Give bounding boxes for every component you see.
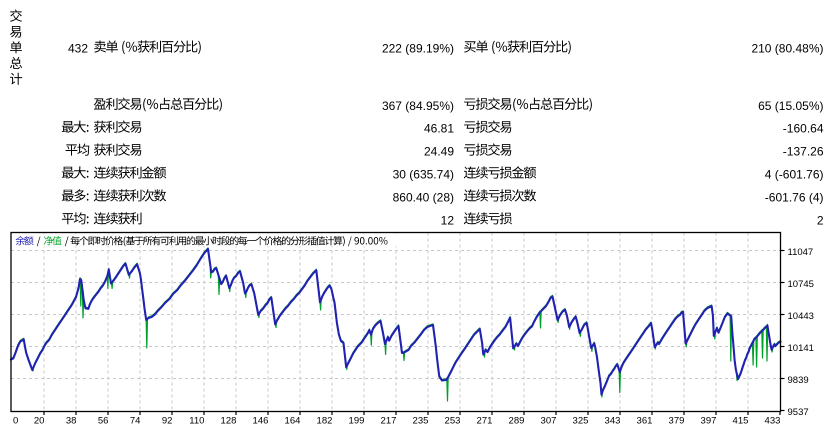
svg-text:10443: 10443 [788, 311, 814, 322]
svg-text:46.81: 46.81 [424, 122, 454, 136]
svg-text:-137.26: -137.26 [783, 145, 824, 159]
svg-text:397: 397 [701, 415, 717, 426]
svg-text:271: 271 [477, 415, 493, 426]
svg-text:325: 325 [573, 415, 589, 426]
svg-text:65 (15.05%): 65 (15.05%) [758, 99, 823, 113]
svg-text:-160.64: -160.64 [783, 122, 824, 136]
svg-text:56: 56 [98, 415, 109, 426]
svg-text:210 (80.48%): 210 (80.48%) [751, 42, 823, 56]
svg-text:343: 343 [605, 415, 621, 426]
svg-text:2: 2 [817, 213, 824, 227]
svg-text:307: 307 [541, 415, 557, 426]
svg-text:9537: 9537 [788, 407, 809, 418]
svg-text:10745: 10745 [788, 279, 814, 290]
svg-text:860.40 (28): 860.40 (28) [393, 190, 454, 204]
svg-text:253: 253 [445, 415, 461, 426]
svg-text:4 (-601.76): 4 (-601.76) [765, 168, 824, 182]
svg-text:30 (635.74): 30 (635.74) [393, 168, 454, 182]
svg-text:10141: 10141 [788, 343, 814, 354]
svg-text:222 (89.19%): 222 (89.19%) [382, 42, 454, 56]
svg-text:9839: 9839 [788, 375, 809, 386]
svg-text:-601.76 (4): -601.76 (4) [765, 190, 824, 204]
svg-text:432: 432 [68, 42, 88, 56]
svg-text:289: 289 [509, 415, 525, 426]
svg-text:12: 12 [441, 213, 455, 227]
svg-text:199: 199 [349, 415, 365, 426]
svg-text:38: 38 [66, 415, 77, 426]
svg-text:164: 164 [285, 415, 301, 426]
svg-text:20: 20 [34, 415, 45, 426]
svg-text:110: 110 [189, 415, 204, 426]
svg-text:415: 415 [733, 415, 749, 426]
svg-text:182: 182 [317, 415, 333, 426]
svg-text:433: 433 [765, 415, 781, 426]
svg-text:361: 361 [637, 415, 653, 426]
svg-text:128: 128 [221, 415, 237, 426]
svg-text:74: 74 [130, 415, 141, 426]
svg-text:11047: 11047 [788, 247, 814, 258]
svg-text:146: 146 [253, 415, 269, 426]
svg-text:379: 379 [669, 415, 685, 426]
svg-text:367 (84.95%): 367 (84.95%) [382, 99, 454, 113]
svg-text:235: 235 [413, 415, 429, 426]
svg-text:92: 92 [162, 415, 173, 426]
svg-text:217: 217 [381, 415, 397, 426]
svg-text:0: 0 [13, 415, 18, 426]
svg-text:24.49: 24.49 [424, 145, 454, 159]
